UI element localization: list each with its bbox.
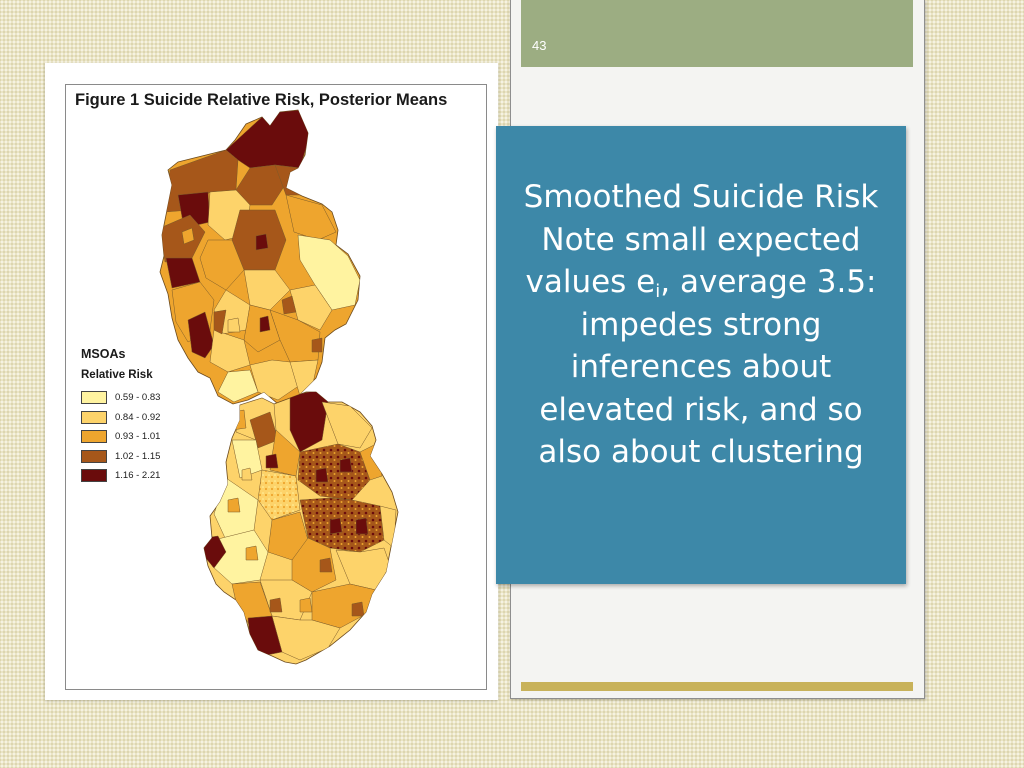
legend-label: 1.02 - 1.15 — [115, 450, 161, 462]
legend-item: 0.93 - 1.01 — [81, 427, 160, 447]
legend-label: 0.93 - 1.01 — [115, 431, 161, 443]
text-line: impedes strong — [580, 306, 822, 343]
legend-swatch — [81, 430, 107, 444]
slide-number: 43 — [532, 38, 547, 53]
header-bar — [521, 0, 913, 67]
legend-label: 0.59 - 0.83 — [115, 392, 161, 404]
text-line: elevated risk, and so — [539, 391, 863, 428]
text-line: also about clustering — [538, 434, 864, 470]
choropleth-map — [159, 109, 399, 665]
legend-title: MSOAs — [81, 347, 126, 361]
subscript-i: i — [655, 281, 661, 302]
text-line: Note small expected — [541, 221, 861, 258]
map-region-north — [159, 109, 361, 405]
text-line: Smoothed Suicide Risk — [523, 179, 879, 215]
legend-swatch — [81, 469, 107, 483]
legend-label: 0.84 - 0.92 — [115, 411, 161, 423]
legend-item: 0.84 - 0.92 — [81, 408, 160, 428]
text-line: , average 3.5: — [660, 264, 877, 300]
footer-bar — [521, 682, 913, 691]
text-box-content: Smoothed Suicide Risk Note small expecte… — [496, 176, 906, 474]
figure-title: Figure 1 Suicide Relative Risk, Posterio… — [75, 91, 448, 109]
legend-label: 1.16 - 2.21 — [115, 470, 161, 482]
legend-item: 0.59 - 0.83 — [81, 388, 160, 408]
map-region-south — [203, 391, 399, 665]
legend-swatch — [81, 449, 107, 463]
legend-list: 0.59 - 0.83 0.84 - 0.92 0.93 - 1.01 1.02… — [81, 388, 160, 486]
legend-swatch — [81, 391, 107, 405]
legend-item: 1.16 - 2.21 — [81, 466, 160, 486]
text-box: Smoothed Suicide Risk Note small expecte… — [496, 126, 906, 584]
text-line: values e — [525, 264, 656, 300]
legend-subtitle: Relative Risk — [81, 369, 153, 381]
legend-swatch — [81, 410, 107, 424]
legend-item: 1.02 - 1.15 — [81, 447, 160, 467]
text-line: inferences about — [570, 349, 832, 385]
